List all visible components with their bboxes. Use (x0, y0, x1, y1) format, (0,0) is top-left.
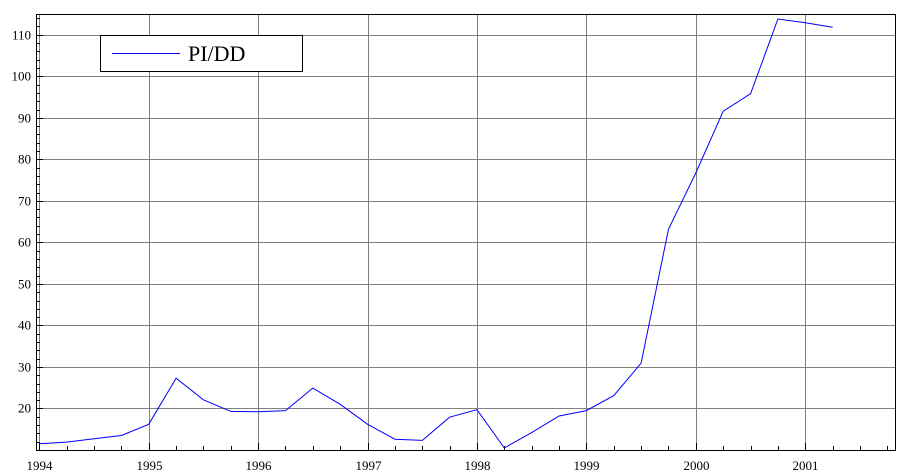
y-tick-label: 100 (12, 69, 32, 84)
x-tick-label: 2000 (684, 458, 710, 473)
legend: PI/DD (100, 35, 303, 72)
x-tick-label: 1995 (137, 458, 163, 473)
x-tick-label: 1998 (465, 458, 491, 473)
x-tick-label: 1999 (574, 458, 600, 473)
axis-ticks: 1994 1995 1996 1997 1998 1999 2000 2001 20 30 40 50… (12, 18, 888, 473)
y-tick-label: 50 (18, 277, 31, 292)
x-tick-label: 1996 (246, 458, 273, 473)
y-tick-label: 70 (18, 194, 31, 209)
y-tick-label: 30 (18, 360, 31, 375)
series-line-pi-dd (39, 18, 833, 449)
y-tick-label: 90 (18, 111, 31, 126)
x-tick-label: 1994 (27, 458, 54, 473)
y-tick-label: 80 (18, 152, 31, 167)
legend-label: PI/DD (188, 41, 245, 66)
y-tick-label: 110 (12, 28, 31, 43)
plot-frame (36, 14, 896, 451)
y-tick-label: 40 (18, 318, 31, 333)
x-tick-label: 2001 (793, 458, 819, 473)
grid-lines (36, 14, 895, 450)
x-tick-label: 1997 (356, 458, 383, 473)
series-layer (39, 18, 833, 449)
y-tick-label: 20 (18, 401, 31, 416)
y-tick-label: 60 (18, 235, 31, 250)
